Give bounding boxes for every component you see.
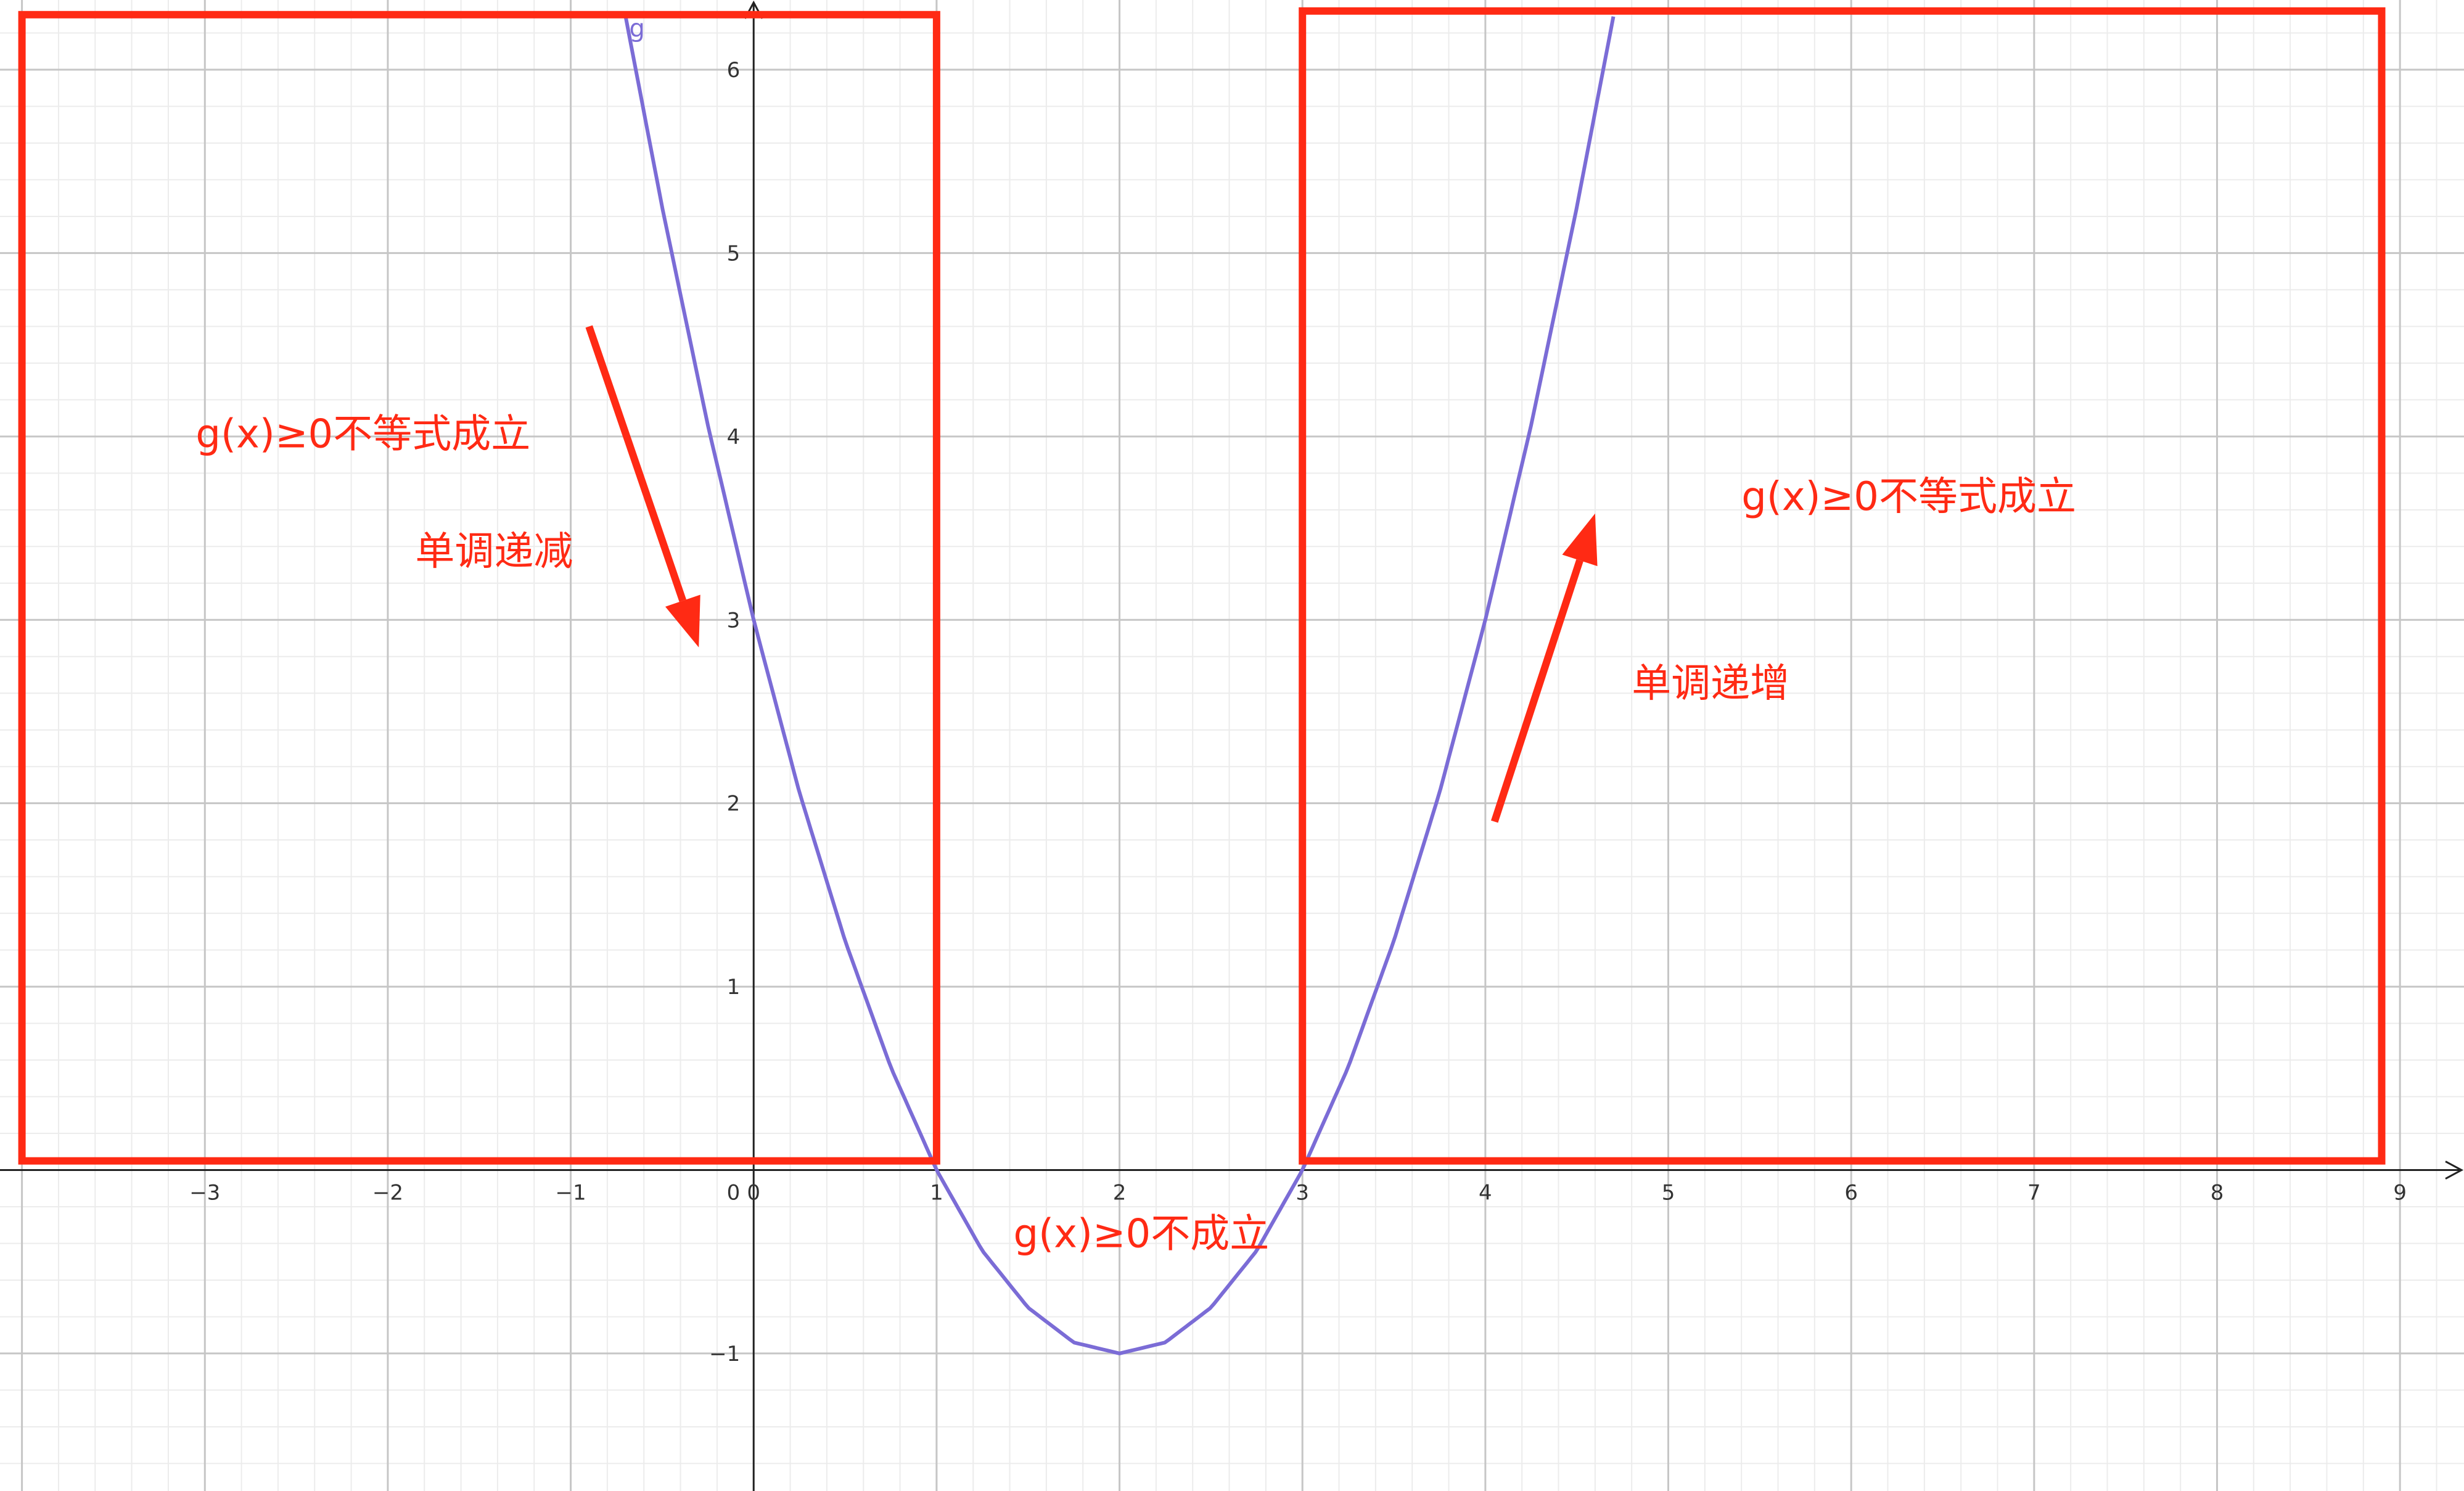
x-tick-label: −3 [189, 1181, 220, 1206]
x-axis-arrowhead [2445, 1160, 2464, 1180]
increasing-arrow [1491, 513, 1598, 823]
y-tick-label: 3 [727, 608, 741, 633]
decreasing-label: 单调递减 [415, 529, 573, 575]
curves: g [623, 14, 1616, 1355]
y-tick-label: 6 [727, 58, 741, 83]
x-tick-label: 3 [1296, 1181, 1309, 1206]
tick-labels: −3 −2 −1 0 1 2 3 4 5 6 7 8 9 −1 1 2 3 4 5 6 0 [189, 58, 2407, 1366]
x-tick-label: −1 [556, 1181, 586, 1206]
y-tick-label: 1 [727, 975, 741, 1000]
decreasing-arrow [585, 325, 700, 647]
increasing-arrow-head [1562, 513, 1598, 567]
x-tick-label: −2 [372, 1181, 403, 1206]
x-tick-label: 6 [1844, 1181, 1858, 1206]
trend-arrows [585, 325, 1598, 823]
decreasing-arrow-head [665, 594, 700, 647]
y-tick-label: 2 [727, 792, 741, 816]
decreasing-arrow-shaft [585, 325, 687, 602]
x-tick-label: 4 [1479, 1181, 1492, 1206]
curve-label: g [630, 14, 645, 43]
increasing-label: 单调递增 [1632, 661, 1789, 707]
middle-fails-label: g(x)≥0不成立 [1013, 1211, 1269, 1257]
x-tick-label: 5 [1662, 1181, 1675, 1206]
right-true-region [1299, 7, 2386, 1165]
x-tick-label: 2 [1113, 1181, 1127, 1206]
increasing-arrow-shaft [1491, 559, 1583, 823]
left-true-region [18, 10, 940, 1165]
y-tick-label: 4 [727, 425, 741, 450]
origin-label: 0 [727, 1181, 741, 1206]
y-tick-label: 5 [727, 241, 741, 266]
series-line-g [623, 16, 1616, 1355]
y-tick-label: −1 [709, 1342, 740, 1366]
x-tick-label: 9 [2393, 1181, 2407, 1206]
x-tick-label: 8 [2211, 1181, 2224, 1206]
x-tick-label: 7 [2027, 1181, 2041, 1206]
x-tick-label: 0 [747, 1181, 760, 1206]
right-holds-label: g(x)≥0不等式成立 [1741, 474, 2076, 520]
x-tick-label: 1 [930, 1181, 943, 1206]
left-holds-label: g(x)≥0不等式成立 [195, 412, 530, 458]
highlight-regions [18, 7, 2386, 1165]
